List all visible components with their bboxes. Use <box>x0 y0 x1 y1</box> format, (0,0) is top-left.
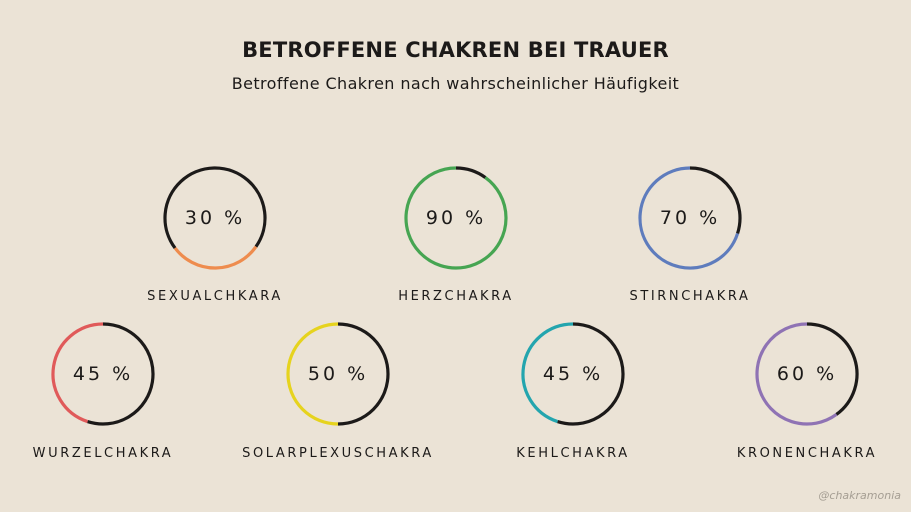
gauge-remainder-arc <box>557 322 625 426</box>
gauge-value-arc <box>51 322 104 424</box>
gauge-value-label: 70 % <box>659 207 721 229</box>
gauge-name-label: SOLARPLEXUSCHAKRA <box>242 446 434 461</box>
gauge-value-label: 50 % <box>307 363 369 385</box>
gauge-sexualchkara: 30 % <box>163 166 267 270</box>
gauge-value-arc <box>521 322 574 424</box>
gauge-ring <box>404 166 508 270</box>
gauge-value-label: 90 % <box>425 207 487 229</box>
gauge-remainder-arc <box>87 322 155 426</box>
gauge-remainder-arc <box>689 166 742 234</box>
gauge-stirnchakra: 70 % <box>638 166 742 270</box>
gauge-remainder-arc <box>163 166 267 250</box>
gauge-ring <box>286 322 390 426</box>
gauge-ring <box>638 166 742 270</box>
gauge-value-arc <box>286 322 339 426</box>
gauge-value-label: 60 % <box>776 363 838 385</box>
gauge-value-label: 45 % <box>542 363 604 385</box>
gauge-remainder-arc <box>455 166 487 179</box>
gauge-solarplexuschakra: 50 % <box>286 322 390 426</box>
gauge-value-label: 45 % <box>72 363 134 385</box>
gauge-name-label: SEXUALCHKARA <box>147 289 283 304</box>
gauge-value-arc <box>173 245 258 270</box>
gauge-name-label: KEHLCHAKRA <box>516 446 630 461</box>
gauge-kehlchakra: 45 % <box>521 322 625 426</box>
gauge-ring <box>521 322 625 426</box>
gauge-name-label: KRONENCHAKRA <box>736 446 878 461</box>
gauge-kronenchakra: 60 % <box>755 322 859 426</box>
gauge-value-arc <box>755 322 838 426</box>
chart-title: BETROFFENE CHAKREN BEI TRAUER <box>242 38 669 62</box>
watermark: @chakramonia <box>818 489 901 502</box>
gauge-wurzelchakra: 45 % <box>51 322 155 426</box>
gauge-name-label: HERZCHAKRA <box>398 289 514 304</box>
gauge-value-arc <box>404 166 508 270</box>
gauge-ring <box>755 322 859 426</box>
gauge-name-label: STIRNCHAKRA <box>629 289 751 304</box>
gauge-remainder-arc <box>337 322 390 426</box>
gauge-ring <box>163 166 267 270</box>
gauge-value-arc <box>638 166 740 270</box>
gauge-remainder-arc <box>806 322 859 416</box>
chart-subtitle: Betroffene Chakren nach wahrscheinlicher… <box>231 74 680 93</box>
gauge-herzchakra: 90 % <box>404 166 508 270</box>
gauge-value-label: 30 % <box>184 207 246 229</box>
gauge-ring <box>51 322 155 426</box>
gauge-name-label: WURZELCHAKRA <box>32 446 174 461</box>
